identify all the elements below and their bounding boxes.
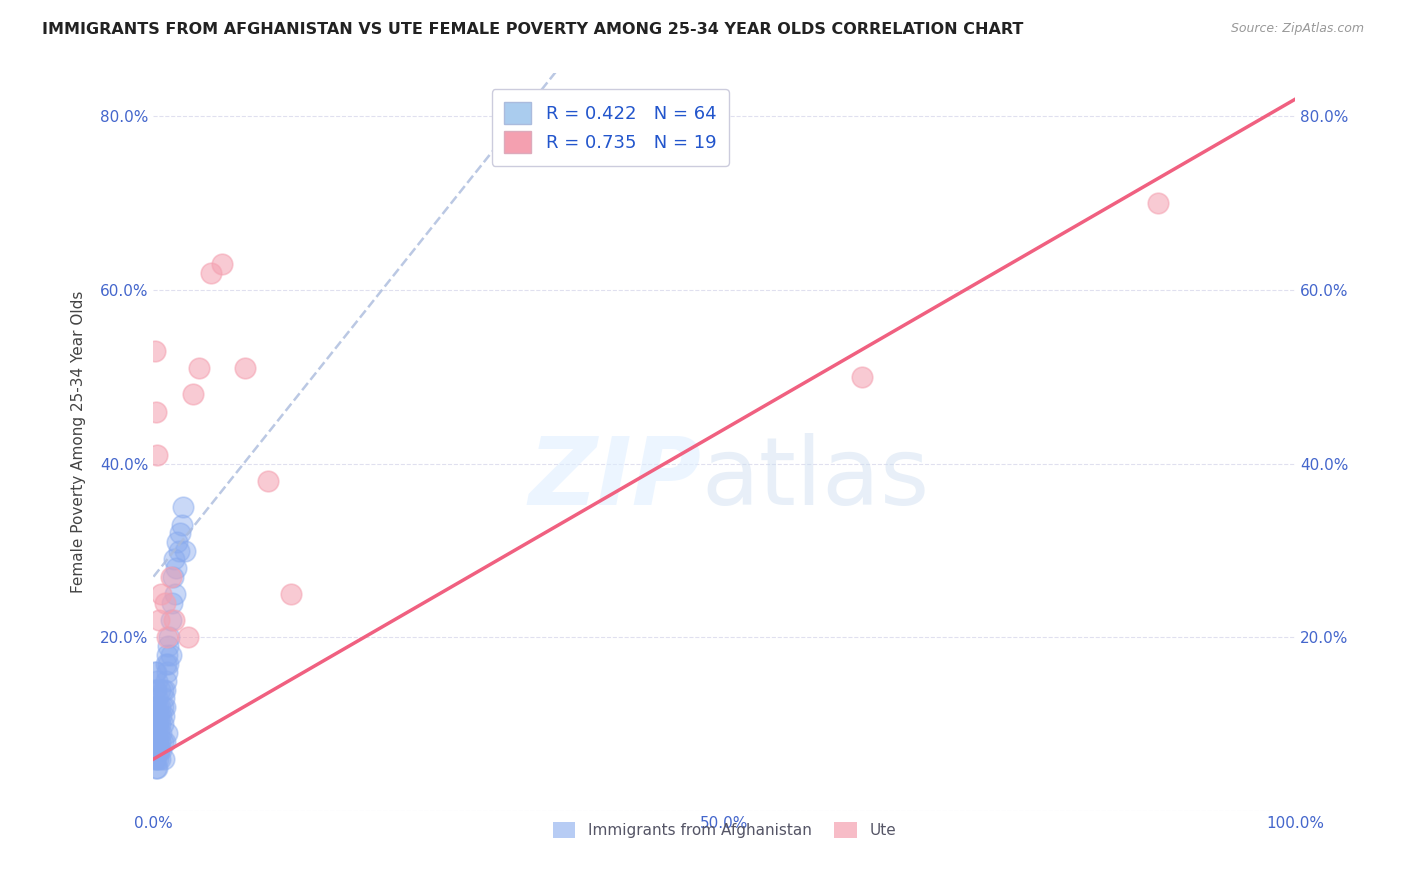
Point bbox=[159, 613, 181, 627]
Point bbox=[170, 517, 193, 532]
Point bbox=[152, 752, 174, 766]
Point bbox=[150, 708, 173, 723]
Point bbox=[155, 657, 177, 671]
Point bbox=[156, 665, 179, 680]
Point bbox=[152, 717, 174, 731]
Point bbox=[145, 665, 167, 680]
Point bbox=[152, 735, 174, 749]
Point bbox=[165, 587, 187, 601]
Point bbox=[152, 700, 174, 714]
Point bbox=[150, 743, 173, 757]
Point bbox=[146, 700, 169, 714]
Point bbox=[160, 596, 183, 610]
Point bbox=[143, 343, 166, 358]
Point bbox=[188, 361, 211, 376]
Point bbox=[152, 691, 174, 706]
Point bbox=[143, 735, 166, 749]
Point bbox=[146, 735, 169, 749]
Point bbox=[149, 752, 172, 766]
Point bbox=[156, 648, 179, 662]
Point bbox=[183, 387, 205, 401]
Point bbox=[256, 474, 278, 488]
Point bbox=[1147, 196, 1170, 211]
Point bbox=[150, 587, 173, 601]
Point bbox=[146, 761, 169, 775]
Point bbox=[149, 717, 172, 731]
Point bbox=[163, 552, 186, 566]
Point bbox=[143, 752, 166, 766]
Point bbox=[159, 648, 181, 662]
Point bbox=[148, 726, 170, 740]
Point bbox=[146, 691, 169, 706]
Text: ZIP: ZIP bbox=[529, 433, 702, 525]
Point bbox=[148, 613, 170, 627]
Point bbox=[150, 726, 173, 740]
Point bbox=[166, 535, 188, 549]
Point bbox=[157, 657, 180, 671]
Point bbox=[153, 700, 176, 714]
Text: IMMIGRANTS FROM AFGHANISTAN VS UTE FEMALE POVERTY AMONG 25-34 YEAR OLDS CORRELAT: IMMIGRANTS FROM AFGHANISTAN VS UTE FEMAL… bbox=[42, 22, 1024, 37]
Legend: Immigrants from Afghanistan, Ute: Immigrants from Afghanistan, Ute bbox=[547, 816, 903, 844]
Point bbox=[145, 682, 167, 697]
Point bbox=[162, 570, 184, 584]
Point bbox=[149, 682, 172, 697]
Point bbox=[177, 631, 200, 645]
Point bbox=[155, 673, 177, 688]
Point bbox=[145, 700, 167, 714]
Point bbox=[143, 665, 166, 680]
Point bbox=[159, 570, 181, 584]
Point bbox=[145, 405, 167, 419]
Y-axis label: Female Poverty Among 25-34 Year Olds: Female Poverty Among 25-34 Year Olds bbox=[72, 291, 86, 593]
Text: atlas: atlas bbox=[702, 433, 929, 525]
Point bbox=[146, 717, 169, 731]
Point bbox=[167, 543, 190, 558]
Point bbox=[143, 700, 166, 714]
Text: Source: ZipAtlas.com: Source: ZipAtlas.com bbox=[1230, 22, 1364, 36]
Point bbox=[149, 700, 172, 714]
Point bbox=[851, 370, 873, 384]
Point bbox=[156, 631, 179, 645]
Point bbox=[200, 266, 222, 280]
Point bbox=[152, 708, 174, 723]
Point bbox=[145, 717, 167, 731]
Point bbox=[153, 596, 176, 610]
Point bbox=[146, 673, 169, 688]
Point bbox=[233, 361, 256, 376]
Point bbox=[145, 752, 167, 766]
Point bbox=[143, 743, 166, 757]
Point bbox=[153, 682, 176, 697]
Point bbox=[148, 743, 170, 757]
Point bbox=[280, 587, 302, 601]
Point bbox=[156, 726, 179, 740]
Point bbox=[211, 257, 233, 271]
Point bbox=[157, 639, 180, 653]
Point bbox=[145, 761, 167, 775]
Point bbox=[159, 631, 181, 645]
Point bbox=[148, 743, 170, 757]
Point bbox=[148, 708, 170, 723]
Point bbox=[174, 543, 197, 558]
Point bbox=[149, 735, 172, 749]
Point bbox=[165, 561, 187, 575]
Point bbox=[152, 682, 174, 697]
Point bbox=[146, 708, 169, 723]
Point bbox=[143, 682, 166, 697]
Point bbox=[146, 726, 169, 740]
Point bbox=[163, 613, 186, 627]
Point bbox=[169, 526, 191, 541]
Point bbox=[146, 752, 169, 766]
Point bbox=[146, 448, 169, 462]
Point bbox=[153, 735, 176, 749]
Point bbox=[172, 500, 194, 515]
